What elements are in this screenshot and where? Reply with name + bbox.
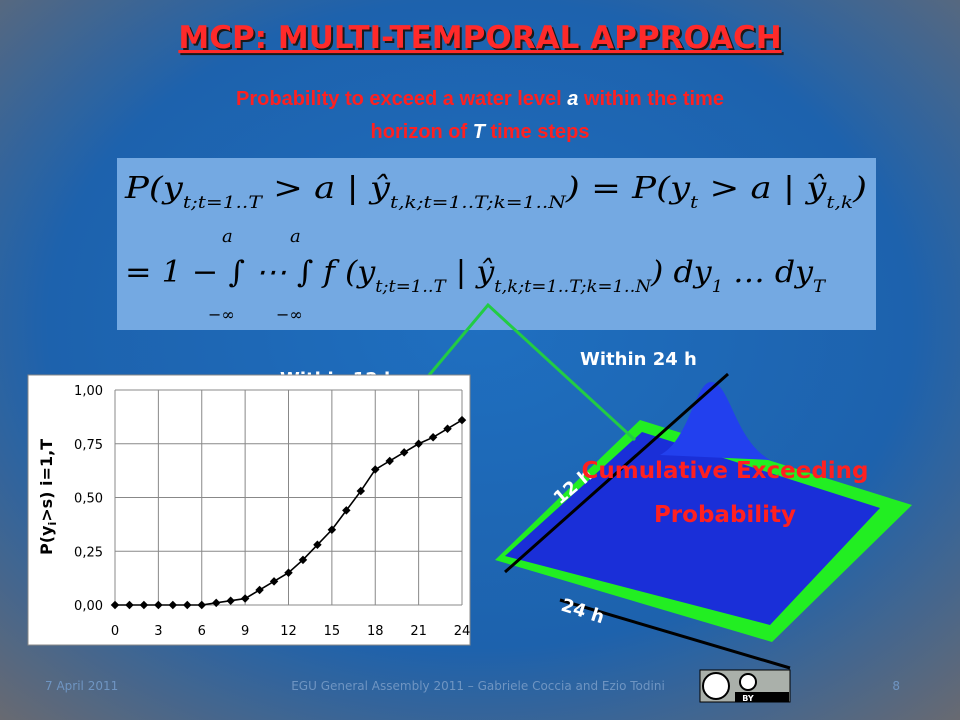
formula-sub: t;t=1..T bbox=[375, 277, 447, 297]
point bbox=[342, 506, 351, 515]
x-tick-label: 12 bbox=[280, 624, 297, 639]
y-tick-label: 0,00 bbox=[74, 599, 103, 614]
x-tick-label: 9 bbox=[241, 624, 249, 639]
point bbox=[356, 486, 366, 496]
point bbox=[385, 456, 394, 466]
formula-text: P(y bbox=[124, 171, 184, 206]
integral-limit: −∞ bbox=[208, 305, 235, 324]
cc-icon bbox=[702, 672, 730, 700]
x-tick-label: 24 bbox=[454, 624, 471, 639]
integral-limit: a bbox=[290, 226, 301, 247]
surface-peak bbox=[660, 381, 770, 460]
point bbox=[255, 585, 264, 595]
formula-sub: T bbox=[813, 277, 827, 297]
point bbox=[414, 439, 423, 448]
by-icon bbox=[739, 673, 757, 691]
formula-text: > a | ŷ bbox=[262, 171, 391, 206]
subtitle: horizon of T time steps bbox=[371, 121, 590, 143]
x-tick-label: 15 bbox=[324, 624, 341, 639]
y-tick-label: 1,00 bbox=[74, 384, 103, 399]
pointer-arrow bbox=[423, 302, 637, 442]
subtitle-text: horizon of bbox=[371, 121, 473, 143]
formula-line: P(y t;t=1..T > a | ŷ t,k;t=1..T;k=1..N) = … bbox=[124, 171, 867, 213]
formula-sub: t,k;t=1..T;k=1..N bbox=[494, 277, 652, 297]
footer-date: 7 April 2011 bbox=[45, 679, 118, 693]
label: Cumulative Exceeding bbox=[581, 458, 868, 484]
point bbox=[284, 568, 293, 577]
chart-box bbox=[27, 374, 471, 646]
formula-text: ) dy bbox=[650, 255, 713, 290]
y-label-sub: i bbox=[46, 522, 59, 526]
y-tick-label: 0,25 bbox=[74, 545, 103, 560]
formula-text: ) = P(y bbox=[565, 171, 692, 206]
formula-line: = 1 − ∫ ⋯ ∫ f (y t;t=1..T | ŷ t,k;t=1..T;k… bbox=[125, 255, 827, 297]
y-tick-label: 0,75 bbox=[74, 438, 103, 453]
formula-sub: t,k;t=1..T;k=1..N bbox=[390, 193, 567, 213]
badge-strip bbox=[735, 692, 789, 702]
footer-page: 8 bbox=[892, 679, 900, 693]
point bbox=[313, 540, 322, 550]
title-shadow: MCP: MULTI-TEMPORAL APPROACH bbox=[180, 22, 783, 58]
axis-arrow bbox=[504, 372, 729, 574]
point bbox=[399, 448, 409, 457]
formula-sub: 1 bbox=[712, 277, 723, 297]
surface bbox=[505, 432, 880, 625]
x-tick-label: 6 bbox=[198, 624, 206, 639]
point bbox=[298, 555, 308, 565]
point bbox=[443, 424, 452, 433]
subtitle-text: Probability to exceed a water level bbox=[236, 88, 567, 110]
point bbox=[269, 577, 279, 586]
formula-text: ) bbox=[852, 171, 867, 206]
formula-sub: t bbox=[690, 193, 698, 213]
integral-limit: a bbox=[222, 226, 233, 247]
point bbox=[371, 465, 380, 474]
x-tick-label: 21 bbox=[410, 624, 427, 639]
formula-text: > a | ŷ bbox=[698, 171, 827, 206]
x-tick-label: 3 bbox=[154, 624, 162, 639]
chart: 0,00 0,25 0,50 0,75 1,00 0 3 6 9 12 15 18 21 24 bbox=[74, 384, 470, 639]
label: Probability bbox=[654, 502, 796, 528]
subtitle-var: a bbox=[567, 88, 578, 110]
y-label-part: >s) i=1,T bbox=[37, 439, 56, 522]
y-label-part: P(y bbox=[37, 525, 56, 555]
y-axis-label: P(yi>s) i=1,T bbox=[37, 439, 59, 555]
label: Within 24 h bbox=[580, 349, 697, 370]
axis-arrow bbox=[559, 598, 791, 670]
formula-text: = 1 − ∫ ⋯ ∫ f (y bbox=[125, 255, 376, 290]
subtitle-text: time steps bbox=[485, 121, 589, 143]
license-text: BY bbox=[742, 694, 754, 703]
formula-box bbox=[117, 158, 876, 330]
subtitle: Probability to exceed a water level a wi… bbox=[236, 88, 724, 110]
formula-sub: t,k bbox=[826, 193, 853, 213]
footer-text: EGU General Assembly 2011 – Gabriele Coc… bbox=[291, 679, 665, 693]
point bbox=[457, 415, 467, 425]
formula-sub: t;t=1..T bbox=[183, 193, 264, 213]
y-tick-label: 0,50 bbox=[74, 492, 103, 507]
point bbox=[327, 525, 337, 534]
formula-text: | ŷ bbox=[446, 255, 496, 290]
integral-limit: −∞ bbox=[276, 305, 303, 324]
slide-title: MCP: MULTI-TEMPORAL APPROACH bbox=[178, 20, 781, 56]
x-tick-label: 0 bbox=[111, 624, 119, 639]
subtitle-text: within the time bbox=[578, 88, 724, 110]
point bbox=[428, 433, 438, 442]
formula-text: … dy bbox=[723, 255, 814, 290]
x-tick-label: 18 bbox=[367, 624, 384, 639]
subtitle-var: T bbox=[473, 121, 487, 143]
